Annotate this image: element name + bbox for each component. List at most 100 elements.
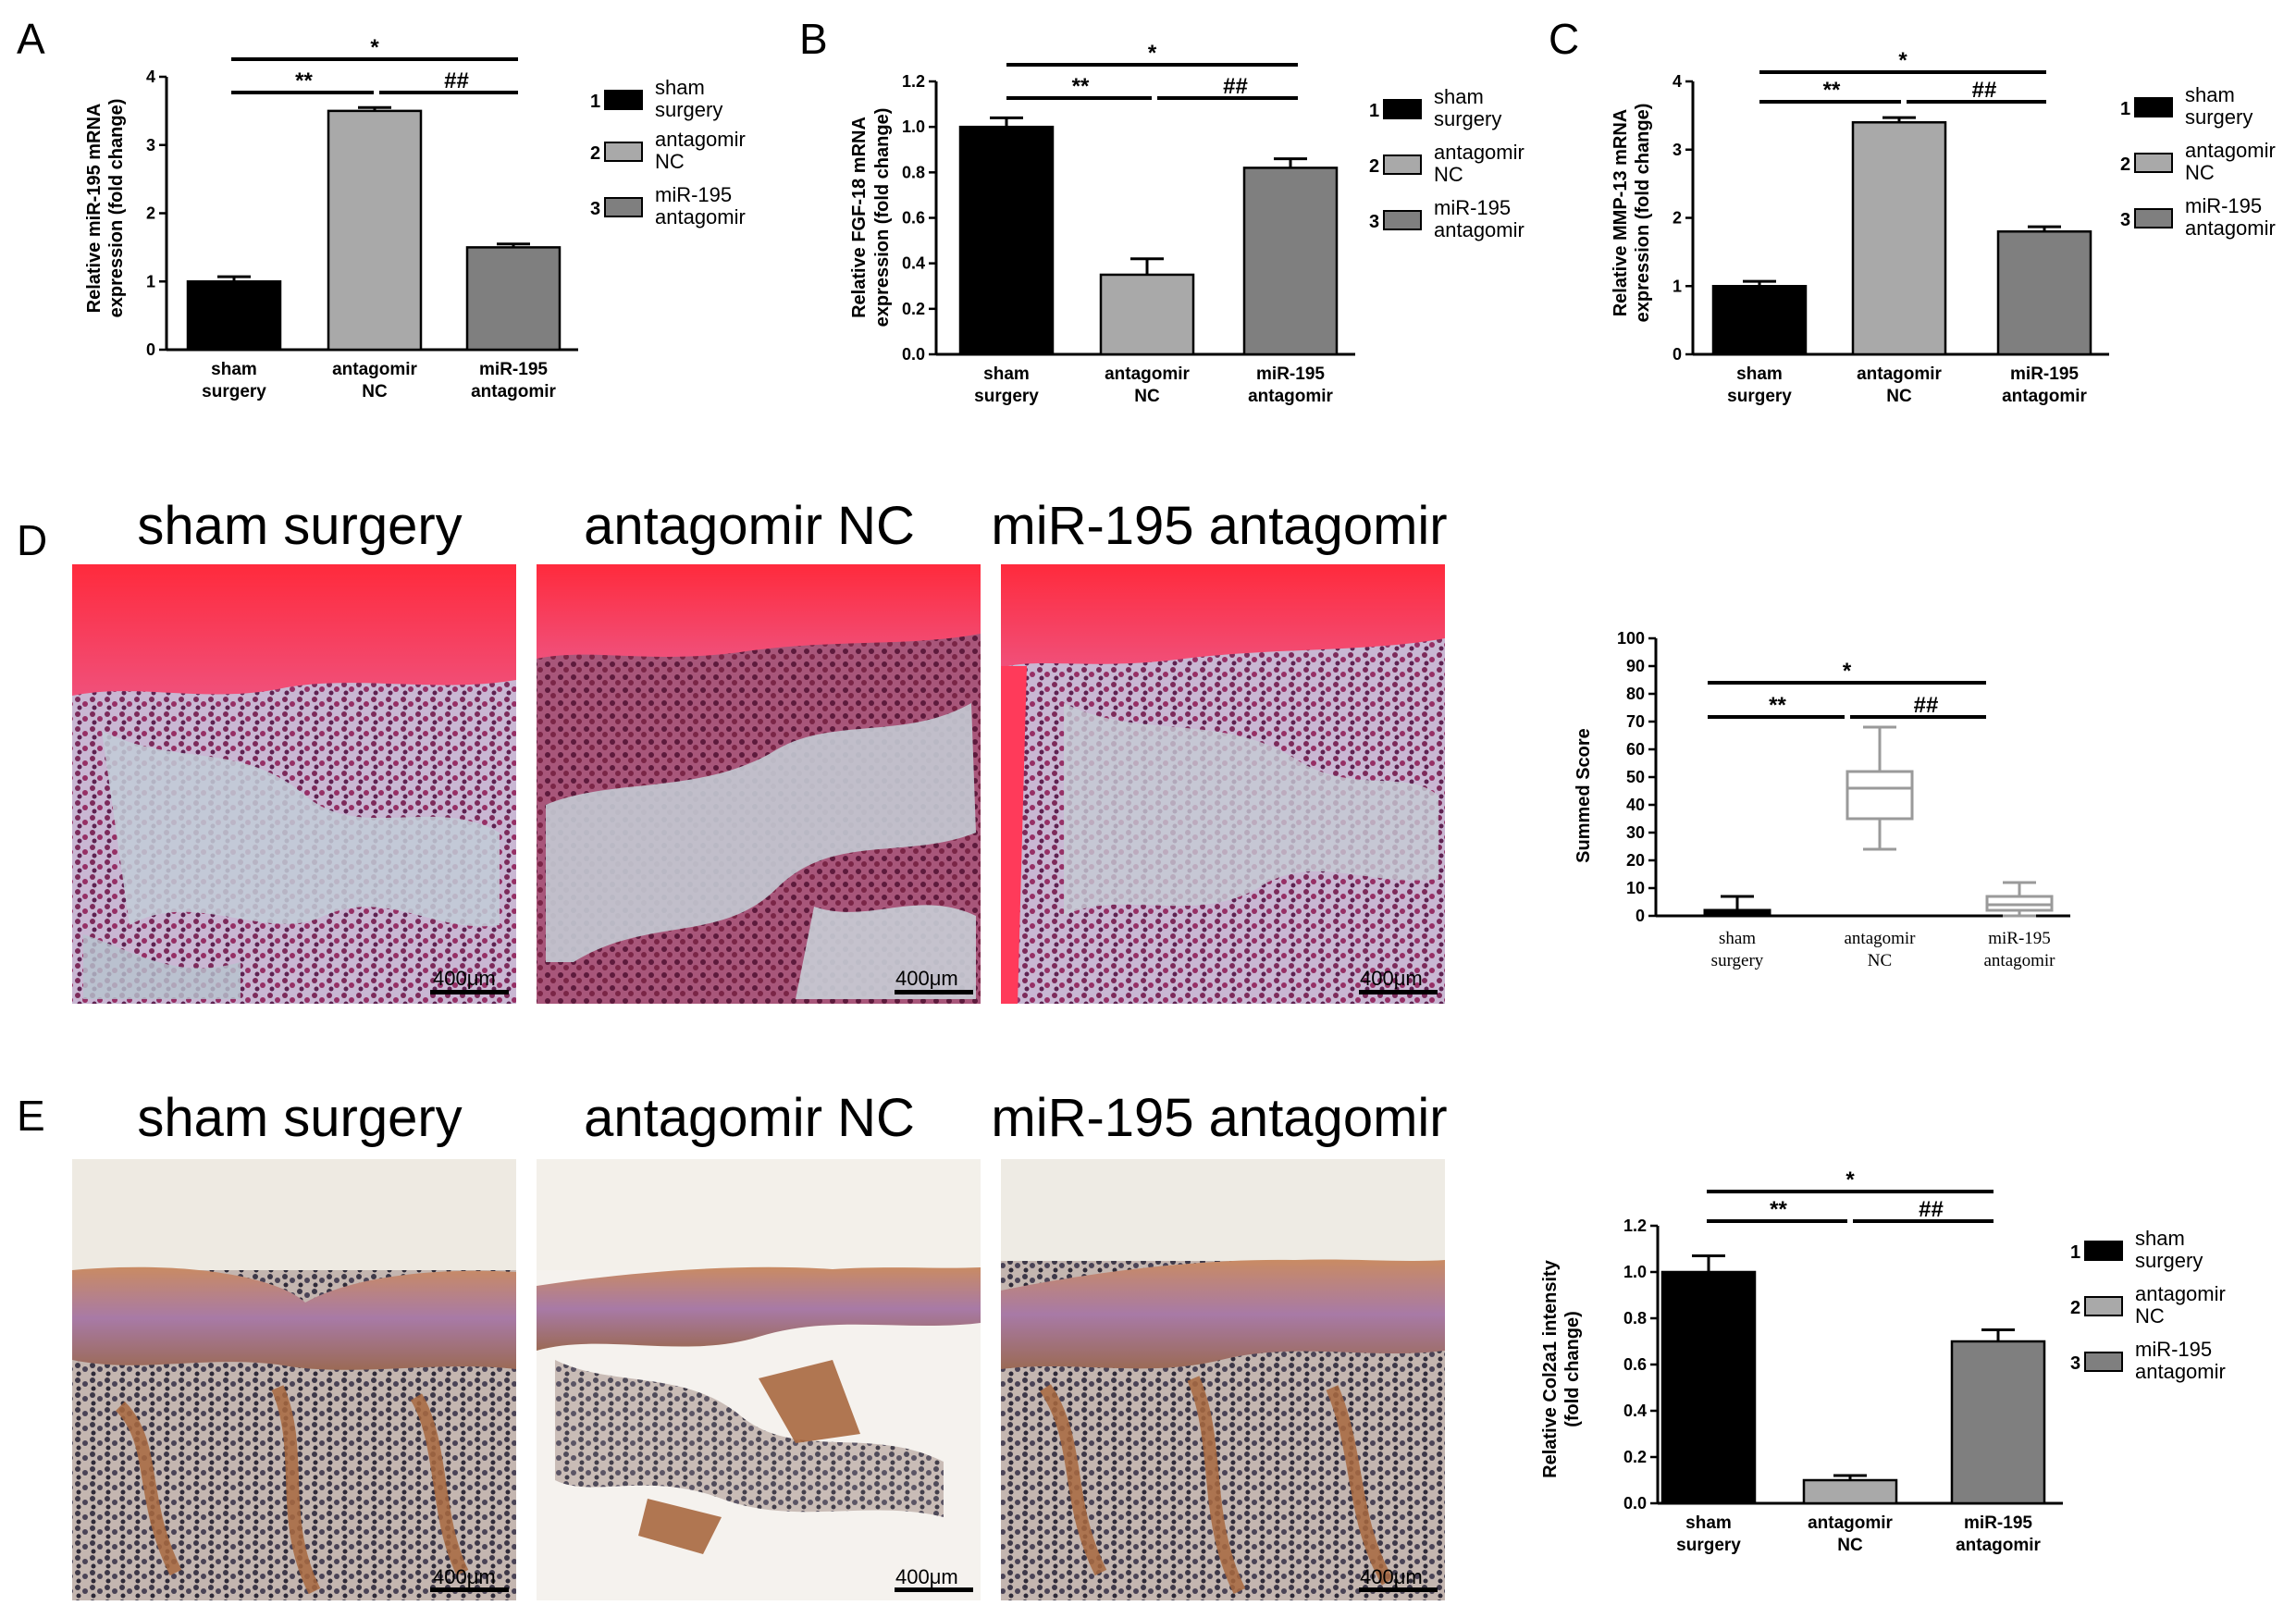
title-d-sham: sham surgery <box>137 496 462 556</box>
y-tick-label-D-1: 10 <box>1626 879 1645 897</box>
scale-bar-label-d-antagomir: 400μm <box>1360 967 1423 990</box>
category-label-A-1-1: NC <box>362 382 388 401</box>
y-tick-label-C-4: 4 <box>1673 72 1682 91</box>
category-label-E-2-1: antagomir <box>1956 1536 2041 1555</box>
title-e-nc: antagomir NC <box>584 1088 915 1148</box>
sig-double-star-A: ** <box>295 68 313 93</box>
legend-number-B-1: 2 <box>1369 156 1379 177</box>
legend-label-B-1-0: antagomir <box>1434 141 1524 164</box>
sig-hash-B: ## <box>1223 74 1248 99</box>
box-D-1 <box>1845 770 1914 821</box>
y-tick-label-D-2: 20 <box>1626 851 1645 870</box>
y-tick-label-D-7: 70 <box>1626 712 1645 731</box>
legend-swatch-E-2 <box>2084 1352 2123 1372</box>
panel-letter-a: A <box>17 15 45 63</box>
bar-A-0 <box>186 280 282 352</box>
histology-e-antagomir: 400μm <box>1001 1159 1445 1600</box>
y-tick-label-C-3: 3 <box>1673 141 1682 159</box>
panel-letter-c: C <box>1549 15 1579 63</box>
legend-number-E-0: 1 <box>2070 1242 2080 1263</box>
legend-number-C-0: 1 <box>2120 99 2130 119</box>
y-axis-label-A-1: expression (fold change) <box>106 99 127 318</box>
histology-d-nc: 400μm <box>537 564 981 1004</box>
y-tick-label-D-0: 0 <box>1636 907 1645 925</box>
y-axis-label-E-1: (fold change) <box>1562 1311 1583 1427</box>
legend-label-E-2-0: miR-195 <box>2135 1338 2212 1361</box>
y-tick-label-A-1: 1 <box>146 272 155 290</box>
category-label-E-1-1: NC <box>1837 1536 1863 1555</box>
y-tick-label-E-0: 0.0 <box>1623 1494 1647 1513</box>
legend-label-B-0-0: sham <box>1434 85 1484 108</box>
category-label-A-1-0: antagomir <box>332 360 417 379</box>
legend-swatch-B-1 <box>1383 154 1422 175</box>
legend-swatch-A-0 <box>604 90 643 110</box>
legend-label-A-2-0: miR-195 <box>655 183 732 206</box>
legend-label-A-1-0: antagomir <box>655 128 746 151</box>
legend-label-A-0-1: surgery <box>655 98 722 121</box>
y-tick-label-B-6: 1.2 <box>902 72 925 91</box>
legend-number-C-2: 3 <box>2120 210 2130 230</box>
y-axis-label-A-0: Relative miR-195 mRNA <box>84 104 105 314</box>
chart-panel-e: 0.0 0.2 0.4 0.6 0.8 1.0 1.2 Relative Col2a1 int… <box>1540 1167 2226 1555</box>
sig-hash-D: ## <box>1914 693 1939 718</box>
sig-star-C: * <box>1898 48 1907 73</box>
legend-label-C-2-1: antagomir <box>2185 216 2276 240</box>
legend-label-A-1-1: NC <box>655 150 685 173</box>
sig-hash-A: ## <box>444 68 469 93</box>
legend-label-E-1-0: antagomir <box>2135 1282 2226 1305</box>
legend-label-B-0-1: surgery <box>1434 107 1501 130</box>
y-tick-label-B-4: 0.8 <box>902 163 925 181</box>
y-tick-label-A-4: 4 <box>146 68 155 86</box>
scale-bar-label-e-nc: 400μm <box>895 1565 958 1588</box>
category-label-D-2-1: antagomir <box>1983 951 2055 970</box>
legend-label-E-1-1: NC <box>2135 1304 2165 1328</box>
category-label-C-1-1: NC <box>1886 387 1912 406</box>
category-label-D-1-0: antagomir <box>1844 929 1916 948</box>
y-tick-label-D-9: 90 <box>1626 657 1645 675</box>
legend-number-B-2: 3 <box>1369 212 1379 232</box>
sig-star-E: * <box>1845 1167 1855 1192</box>
y-tick-label-B-1: 0.2 <box>902 300 925 318</box>
legend-swatch-E-0 <box>2084 1241 2123 1261</box>
category-label-B-0-1: surgery <box>974 387 1039 406</box>
y-tick-label-B-5: 1.0 <box>902 117 925 136</box>
y-axis-label-C-1: expression (fold change) <box>1633 104 1653 323</box>
legend-swatch-A-1 <box>604 142 643 162</box>
y-tick-label-A-3: 3 <box>146 136 155 154</box>
bar-E-1 <box>1802 1478 1898 1505</box>
scale-bar-label-d-sham: 400μm <box>433 967 496 990</box>
y-tick-label-E-2: 0.4 <box>1623 1402 1647 1420</box>
category-label-D-0-0: sham <box>1719 929 1756 948</box>
legend-swatch-C-2 <box>2134 208 2173 228</box>
y-tick-label-E-6: 1.2 <box>1623 1217 1647 1235</box>
sig-star-B: * <box>1148 41 1157 66</box>
histology-e-nc: 400μm <box>537 1159 981 1600</box>
category-label-E-0-1: surgery <box>1676 1536 1741 1555</box>
category-label-D-1-1: NC <box>1868 951 1892 970</box>
title-e-sham: sham surgery <box>137 1088 462 1148</box>
scale-bar-label-d-nc: 400μm <box>895 967 958 990</box>
chart-panel-c: 0 1 2 3 4 Relative MMP-13 mRNA expression (fol… <box>1611 48 2276 406</box>
y-tick-label-D-10: 100 <box>1617 629 1645 648</box>
y-axis-label-C-0: Relative MMP-13 mRNA <box>1611 109 1631 317</box>
category-label-A-2-0: miR-195 <box>479 360 548 379</box>
scale-bar-label-e-sham: 400μm <box>433 1565 496 1588</box>
panel-letter-e: E <box>17 1092 45 1140</box>
legend-label-C-1-1: NC <box>2185 161 2215 184</box>
category-label-D-0-1: surgery <box>1711 951 1764 970</box>
y-axis-label-B-1: expression (fold change) <box>872 108 893 327</box>
bar-C-0 <box>1711 285 1808 356</box>
category-label-D-2-0: miR-195 <box>1988 929 2051 948</box>
bar-B-1 <box>1099 273 1195 356</box>
legend-label-C-0-1: surgery <box>2185 105 2253 129</box>
category-label-E-1-0: antagomir <box>1808 1513 1893 1533</box>
legend-label-E-0-0: sham <box>2135 1227 2185 1250</box>
y-tick-label-A-2: 2 <box>146 204 155 223</box>
legend-swatch-B-2 <box>1383 210 1422 230</box>
legend-swatch-C-0 <box>2134 97 2173 117</box>
legend-label-C-0-0: sham <box>2185 83 2235 106</box>
sig-double-star-E: ** <box>1770 1197 1787 1222</box>
scale-bar-label-e-antagomir: 400μm <box>1360 1565 1423 1588</box>
sig-double-star-D: ** <box>1769 693 1786 718</box>
title-e-antagomir: miR-195 antagomir <box>991 1088 1447 1148</box>
